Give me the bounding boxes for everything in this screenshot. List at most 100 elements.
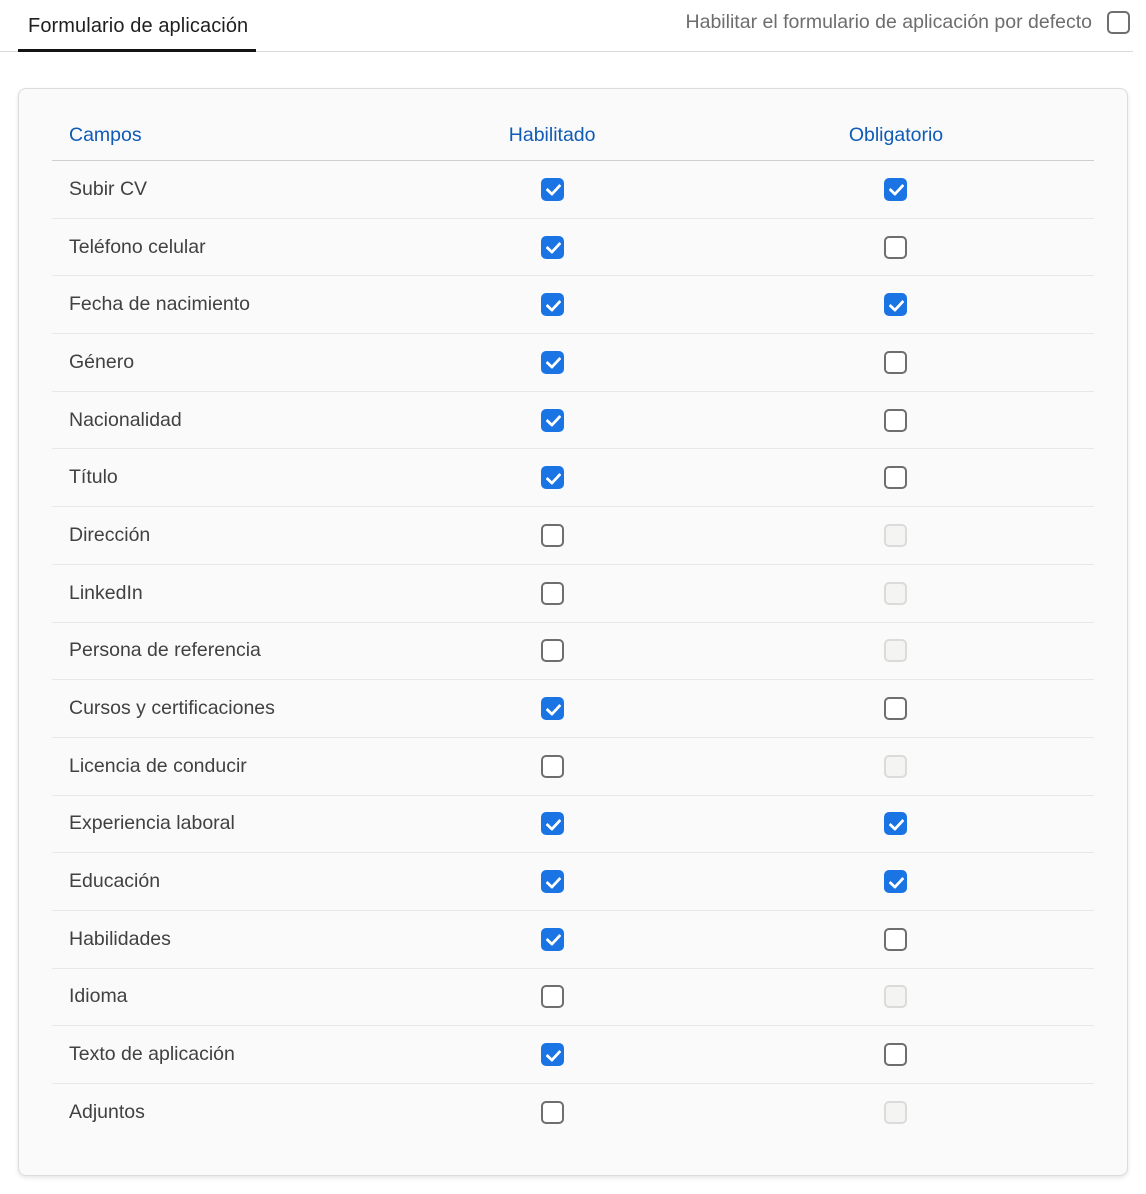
field-label: Persona de referencia (69, 639, 261, 662)
table-row: Dirección (52, 507, 1094, 565)
table-row: Experiencia laboral (52, 796, 1094, 854)
habilitado-cell (406, 466, 698, 490)
habilitado-checkbox[interactable] (540, 927, 564, 951)
field-label: Texto de aplicación (69, 1043, 235, 1066)
obligatorio-checkbox[interactable] (884, 1043, 908, 1067)
habilitado-checkbox[interactable] (540, 523, 564, 547)
table-row: Adjuntos (52, 1084, 1094, 1142)
habilitado-checkbox[interactable] (540, 754, 564, 778)
obligatorio-cell (698, 293, 1094, 317)
table-row: Título (52, 449, 1094, 508)
habilitado-checkbox[interactable] (540, 870, 564, 894)
habilitado-cell (406, 523, 698, 547)
field-label: Teléfono celular (69, 235, 206, 258)
tab-label: Formulario de aplicación (28, 14, 249, 37)
obligatorio-cell (698, 1043, 1094, 1067)
obligatorio-checkbox (884, 581, 908, 605)
table-row: Nacionalidad (52, 392, 1094, 450)
tab-formulario-aplicacion[interactable]: Formulario de aplicación (18, 2, 257, 52)
habilitado-cell (406, 639, 698, 663)
table-row: Cursos y certificaciones (52, 680, 1094, 738)
obligatorio-checkbox[interactable] (884, 927, 908, 951)
obligatorio-checkbox[interactable] (884, 235, 908, 259)
table-row: LinkedIn (52, 565, 1094, 623)
habilitado-checkbox[interactable] (540, 350, 564, 374)
obligatorio-checkbox[interactable] (884, 870, 908, 894)
obligatorio-cell (698, 639, 1094, 663)
field-label: Licencia de conducir (69, 754, 247, 777)
default-form-toggle-checkbox[interactable] (1107, 11, 1130, 34)
obligatorio-cell (698, 697, 1094, 721)
field-label: Educación (69, 870, 161, 893)
habilitado-checkbox[interactable] (540, 1043, 564, 1067)
obligatorio-cell (698, 1101, 1094, 1125)
habilitado-checkbox[interactable] (540, 466, 564, 490)
field-label: Subir CV (69, 177, 148, 200)
obligatorio-cell (698, 408, 1094, 432)
obligatorio-cell (698, 812, 1094, 836)
obligatorio-cell (698, 581, 1094, 605)
table-row: Subir CV (52, 161, 1094, 219)
field-label: Adjuntos (69, 1101, 145, 1124)
habilitado-cell (406, 927, 698, 951)
field-label: LinkedIn (69, 581, 143, 604)
obligatorio-checkbox[interactable] (884, 350, 908, 374)
habilitado-checkbox[interactable] (540, 697, 564, 721)
table-row: Habilidades (52, 911, 1094, 969)
table-row: Educación (52, 853, 1094, 911)
table-row: Teléfono celular (52, 219, 1094, 277)
habilitado-cell (406, 870, 698, 894)
obligatorio-cell (698, 235, 1094, 259)
habilitado-cell (406, 697, 698, 721)
obligatorio-checkbox (884, 754, 908, 778)
habilitado-cell (406, 581, 698, 605)
obligatorio-checkbox[interactable] (884, 408, 908, 432)
default-form-toggle: Habilitar el formulario de aplicación po… (686, 11, 1130, 40)
field-label: Nacionalidad (69, 408, 182, 431)
field-label: Dirección (69, 523, 151, 546)
habilitado-checkbox[interactable] (540, 177, 564, 201)
obligatorio-cell (698, 927, 1094, 951)
obligatorio-checkbox[interactable] (884, 812, 908, 836)
field-label: Cursos y certificaciones (69, 697, 275, 720)
obligatorio-checkbox (884, 639, 908, 663)
habilitado-checkbox[interactable] (540, 985, 564, 1009)
habilitado-cell (406, 177, 698, 201)
field-label: Género (69, 350, 135, 373)
table-row: Texto de aplicación (52, 1026, 1094, 1084)
obligatorio-cell (698, 870, 1094, 894)
obligatorio-checkbox[interactable] (884, 177, 908, 201)
field-label: Fecha de nacimiento (69, 293, 251, 316)
field-label: Idioma (69, 985, 128, 1008)
obligatorio-checkbox[interactable] (884, 466, 908, 490)
habilitado-checkbox[interactable] (540, 581, 564, 605)
field-label: Habilidades (69, 927, 171, 950)
table-header: Campos Habilitado Obligatorio (52, 89, 1094, 161)
obligatorio-cell (698, 466, 1094, 490)
column-header-habilitado: Habilitado (508, 124, 596, 146)
obligatorio-cell (698, 177, 1094, 201)
habilitado-cell (406, 408, 698, 432)
table-row: Idioma (52, 969, 1094, 1027)
habilitado-cell (406, 754, 698, 778)
habilitado-checkbox[interactable] (540, 1101, 564, 1125)
habilitado-cell (406, 812, 698, 836)
habilitado-cell (406, 985, 698, 1009)
table-body: Subir CV Teléfono celular Fecha de nacim… (52, 161, 1094, 1142)
habilitado-cell (406, 1043, 698, 1067)
habilitado-checkbox[interactable] (540, 639, 564, 663)
obligatorio-cell (698, 985, 1094, 1009)
fields-table: Campos Habilitado Obligatorio Subir CV T… (52, 89, 1094, 1142)
habilitado-checkbox[interactable] (540, 235, 564, 259)
habilitado-checkbox[interactable] (540, 408, 564, 432)
habilitado-checkbox[interactable] (540, 293, 564, 317)
obligatorio-checkbox (884, 1101, 908, 1125)
column-header-obligatorio: Obligatorio (848, 124, 944, 146)
field-label: Título (69, 466, 118, 489)
obligatorio-checkbox[interactable] (884, 697, 908, 721)
obligatorio-checkbox (884, 523, 908, 547)
habilitado-cell (406, 350, 698, 374)
habilitado-checkbox[interactable] (540, 812, 564, 836)
table-row: Licencia de conducir (52, 738, 1094, 796)
obligatorio-checkbox[interactable] (884, 293, 908, 317)
